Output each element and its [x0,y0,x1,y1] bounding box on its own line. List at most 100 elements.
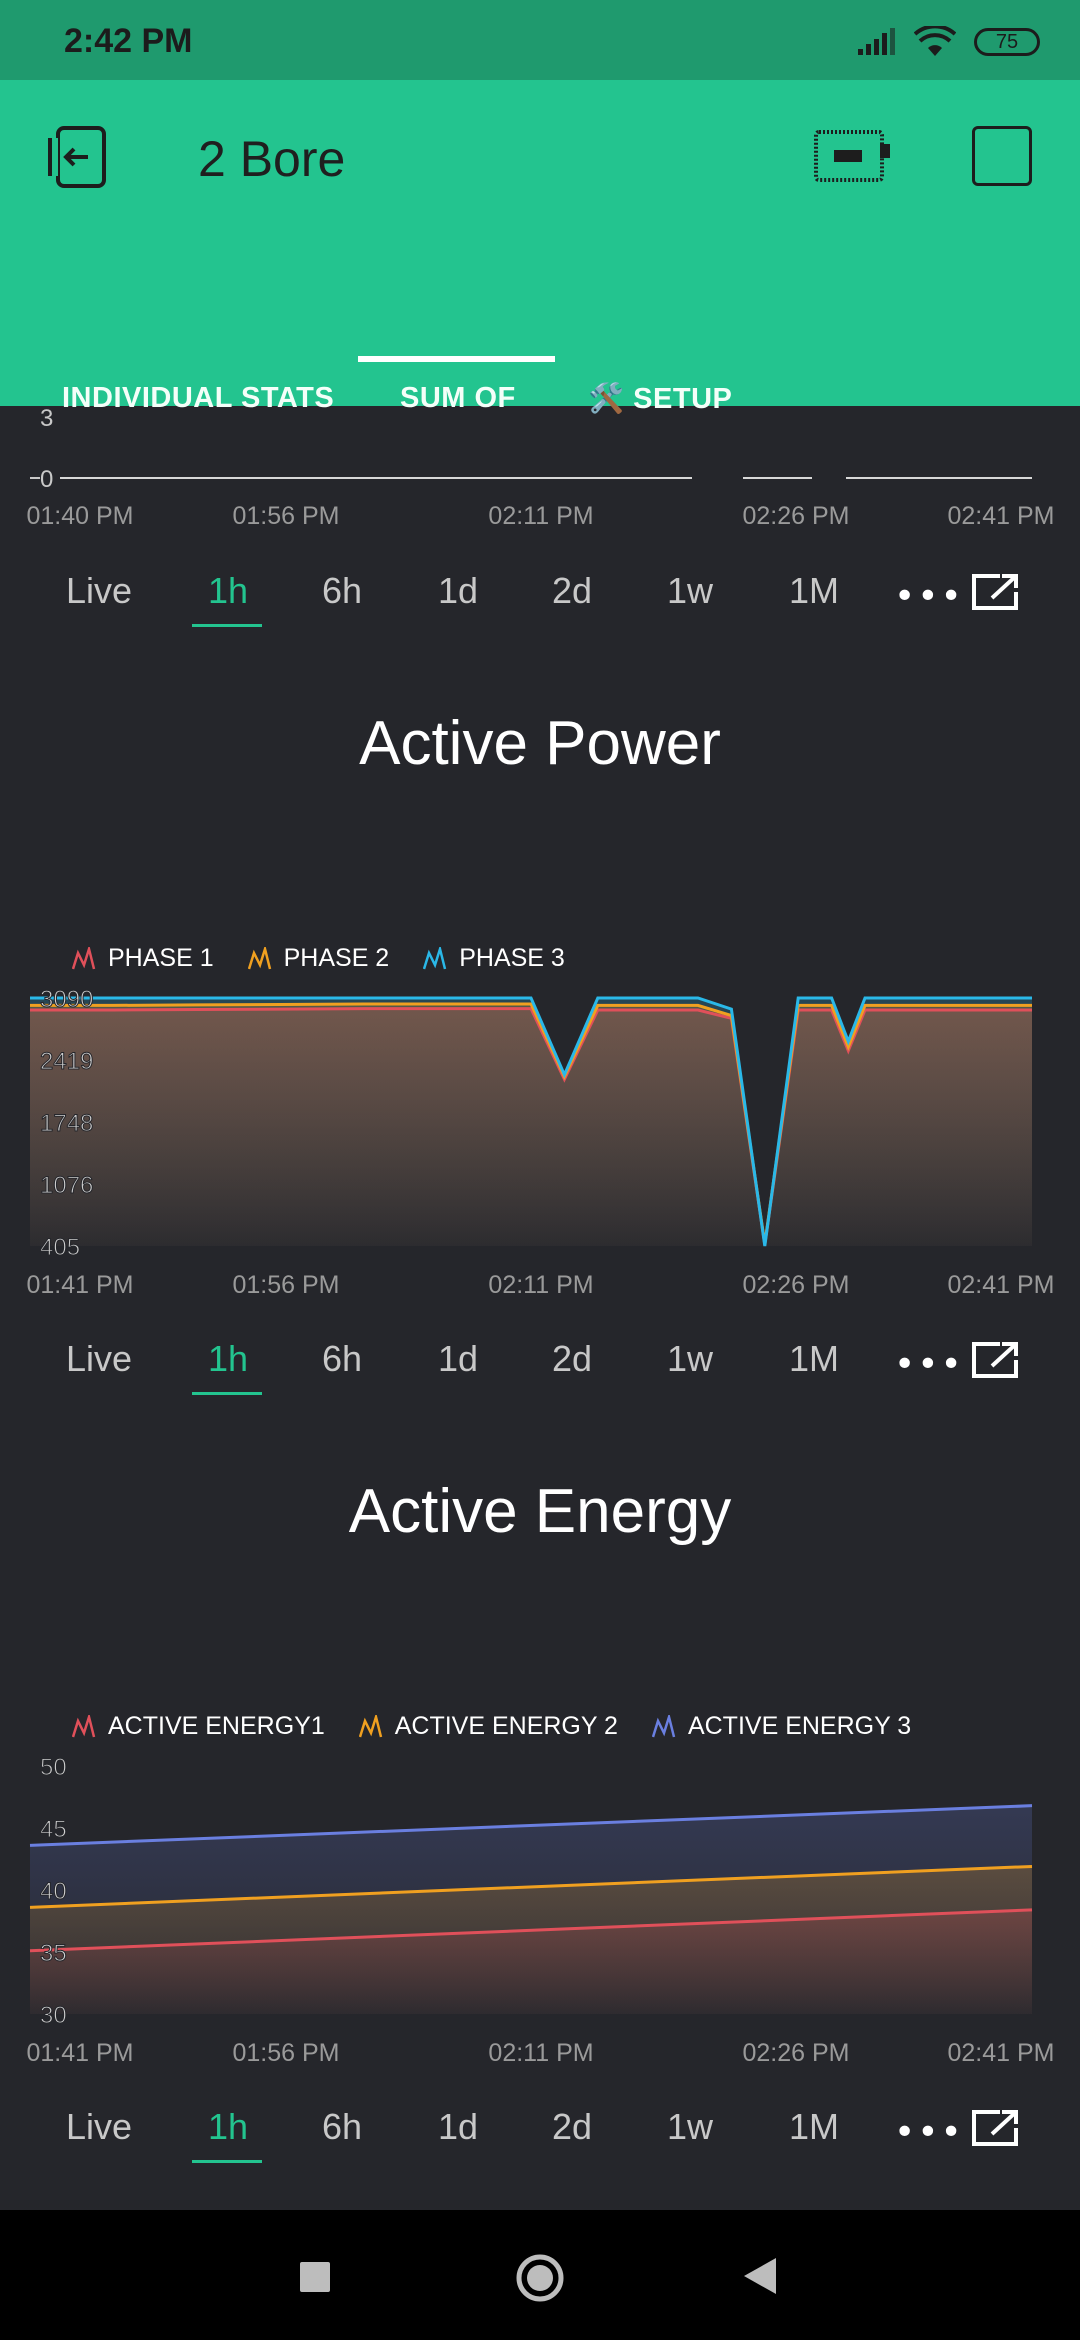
recents-icon[interactable] [298,2260,332,2294]
legend-label: ACTIVE ENERGY1 [108,1712,325,1740]
y-tick-label: 405 [40,1234,80,1261]
range-underline [192,2160,262,2163]
range-1m[interactable]: 1M [788,1338,840,1379]
x-tick-label: 01:41 PM [26,1271,133,1299]
range-1h[interactable]: 1h [207,570,249,611]
active-energy-chart: 50 45 40 35 30 01:41 PM 01:56 PM 02:11 PM 02:26 … [26,1754,1054,2068]
series-area [30,1909,1032,2014]
more-icon[interactable]: ••• [894,576,964,617]
range-2d[interactable]: 2d [551,570,593,611]
range-live[interactable]: Live [65,2106,133,2147]
range-1d[interactable]: 1d [437,1338,479,1379]
app-title: 2 Bore [198,131,346,187]
active-power-chart: 3090 2419 1748 1076 405 01:41 PM 01:56 PM 02:11… [26,986,1054,1300]
status-bar: 2:42 PM 75 [0,0,1080,80]
legend-phase-3[interactable]: PHASE 3 [423,944,565,973]
range-1d[interactable]: 1d [437,570,479,611]
range-1h[interactable]: 1h [207,1338,249,1379]
line-chart-icon [72,1714,96,1737]
range-bar-2: Live 1h 6h 1d 2d 1w 1M ••• [0,1326,1080,1396]
active-energy-title: Active Energy [348,1477,732,1546]
legend-label: ACTIVE ENERGY 2 [394,1712,618,1740]
line-chart-icon [423,946,447,969]
active-power-legend: PHASE 1 PHASE 2 PHASE 3 [72,944,565,973]
top-chart: 3 0 01:40 PM 01:56 PM 02:11 PM 02:26 PM 02:41 … [26,406,1054,530]
x-tick-label: 02:11 PM [488,2039,593,2067]
x-tick-label: 01:56 PM [232,502,339,530]
more-icon[interactable]: ••• [894,1344,964,1385]
legend-active-energy-1[interactable]: ACTIVE ENERGY1 [72,1712,325,1741]
y-tick-label: 3 [40,406,53,432]
device-icon[interactable] [812,126,892,186]
range-bar-1: Live 1h 6h 1d 2d 1w 1M ••• [0,558,1080,628]
x-tick-label: 02:26 PM [742,502,849,530]
active-energy-legend: ACTIVE ENERGY1 ACTIVE ENERGY 2 ACTIVE EN… [72,1712,911,1741]
legend-label: PHASE 3 [459,944,565,972]
y-tick-label: 1076 [40,1172,93,1199]
range-1m[interactable]: 1M [788,570,840,611]
range-1w[interactable]: 1w [666,570,714,611]
status-icons: 75 [856,26,1040,58]
range-2d[interactable]: 2d [551,1338,593,1379]
range-underline [192,624,262,627]
range-6h[interactable]: 6h [321,2106,363,2147]
line-chart-icon [247,946,271,969]
expand-icon[interactable] [970,572,1020,612]
y-tick-label: 40 [40,1878,67,1905]
wifi-icon [914,26,956,56]
app-bar: 2 Bore INDIVIDUAL STATS SUM OF 🛠️ SETUP [0,80,1080,415]
legend-phase-2[interactable]: PHASE 2 [247,944,390,973]
x-tick-label: 02:41 PM [947,502,1054,530]
y-tick-label: 50 [40,1754,67,1781]
status-time: 2:42 PM [64,22,193,60]
more-icon[interactable]: ••• [894,2112,964,2153]
range-6h[interactable]: 6h [321,570,363,611]
range-1w[interactable]: 1w [666,1338,714,1379]
battery-icon: 75 [974,28,1040,56]
x-tick-label: 01:40 PM [26,502,133,530]
tab-individual-stats[interactable]: INDIVIDUAL STATS [62,382,335,414]
signal-icon [858,28,895,55]
range-bar-3: Live 1h 6h 1d 2d 1w 1M ••• [0,2094,1080,2164]
range-live[interactable]: Live [65,570,133,611]
x-tick-label: 02:41 PM [947,2039,1054,2067]
x-tick-label: 02:11 PM [488,502,593,530]
range-1h[interactable]: 1h [207,2106,249,2147]
active-power-title: Active Power [359,709,721,778]
line-chart-icon [358,1714,382,1737]
x-tick-label: 02:11 PM [488,1271,593,1299]
expand-icon[interactable] [970,1340,1020,1380]
square-button[interactable] [972,126,1032,186]
y-tick-label: 3090 [40,986,93,1013]
y-tick-label: 1748 [40,1110,93,1137]
legend-label: PHASE 2 [283,944,390,972]
legend-active-energy-2[interactable]: ACTIVE ENERGY 2 [358,1712,618,1741]
range-2d[interactable]: 2d [551,2106,593,2147]
range-1d[interactable]: 1d [437,2106,479,2147]
y-tick-label: 45 [40,1816,67,1843]
tab-setup[interactable]: 🛠️ SETUP [588,383,733,415]
back-icon[interactable] [742,2256,778,2296]
range-6h[interactable]: 6h [321,1338,363,1379]
tab-indicator [358,356,555,362]
exit-icon[interactable] [44,124,110,190]
system-nav-bar [0,2210,1080,2340]
legend-label: PHASE 1 [108,944,214,972]
range-live[interactable]: Live [65,1338,133,1379]
x-tick-label: 02:26 PM [742,2039,849,2067]
x-tick-label: 01:56 PM [232,2039,339,2067]
range-1m[interactable]: 1M [788,2106,840,2147]
legend-phase-1[interactable]: PHASE 1 [72,944,214,973]
expand-icon[interactable] [970,2108,1020,2148]
range-1w[interactable]: 1w [666,2106,714,2147]
series-line [30,996,1032,1247]
tab-sum-of[interactable]: SUM OF [400,382,516,414]
legend-active-energy-3[interactable]: ACTIVE ENERGY 3 [651,1712,912,1741]
x-tick-label: 02:26 PM [742,1271,849,1299]
line-chart-icon [651,1714,676,1737]
legend-label: ACTIVE ENERGY 3 [687,1712,912,1740]
y-tick-label: 0 [40,466,53,493]
y-tick-label: 30 [40,2002,67,2029]
home-icon[interactable] [514,2252,566,2304]
x-tick-label: 02:41 PM [947,1271,1054,1299]
